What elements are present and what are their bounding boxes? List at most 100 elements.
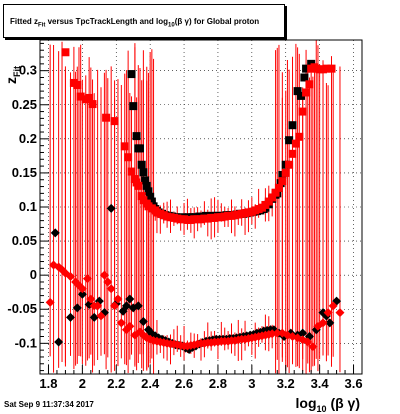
data-point-diamond [77,289,87,299]
data-point-square [141,176,150,185]
data-point-square [110,117,119,126]
data-point-square [274,183,283,192]
data-point-square [288,121,297,130]
x-tick-label: 2.2 [107,376,125,391]
data-point-square [288,149,297,158]
data-point-square [120,142,129,151]
data-point-diamond [106,203,116,213]
data-point-square [268,193,277,202]
data-point-diamond [328,301,338,311]
data-point-diamond [121,301,131,311]
data-point-diamond [72,303,82,313]
data-point-diamond [335,308,345,318]
data-point-square [285,136,294,145]
y-tick-label: 0.3 [19,63,37,78]
data-point-square [102,113,111,122]
chart-title-box: Fitted zFit versus TpcTrackLength and lo… [3,4,285,38]
data-point-square [134,181,143,190]
data-point-diamond [77,284,87,294]
title-part-1: Fitted z [10,17,38,26]
data-point-square [302,88,311,97]
data-point-diamond [66,272,76,282]
x-tick-label: 2.6 [175,376,193,391]
title-sub-1: Fit [38,22,46,29]
y-axis-label: zFit [3,66,22,84]
data-point-diamond [298,328,308,338]
data-point-square [137,160,146,169]
data-point-square [139,168,148,177]
data-point-diamond [303,337,313,347]
title-sub-2: 10 [168,22,175,29]
y-tick-label: 0.05 [12,233,37,248]
y-tick-label: 0.2 [19,131,37,146]
x-tick-label: 2.8 [209,376,227,391]
data-point-diamond [96,311,106,321]
data-point-diamond [138,317,148,327]
y-tick-label: 0 [30,267,37,282]
data-point-square [302,64,311,73]
data-point-diamond [50,228,60,238]
data-point-diamond [125,321,135,331]
data-point-square [124,153,133,162]
y-tick-label: -0.05 [7,301,37,316]
data-point-square [300,73,309,82]
data-point-diamond [125,294,135,304]
x-tick-label: 2.4 [141,376,160,391]
data-point-square [73,80,82,89]
data-point-square [298,107,307,116]
data-point-square [127,70,136,79]
data-point-diamond [99,270,109,280]
data-point-square [85,93,94,102]
x-tick-label: 2 [79,376,86,391]
data-point-square [296,91,305,100]
x-tick-label: 1.8 [39,376,57,391]
data-point-diamond [308,342,318,352]
data-point-diamond [272,328,282,338]
data-point-square [271,188,280,197]
data-point-diamond [318,318,328,328]
data-point-square [281,168,290,177]
data-point-square [135,144,144,153]
data-point-square [132,132,141,141]
x-tick-label: 3.6 [344,376,362,391]
data-point-square [147,197,156,206]
data-point-square [146,192,155,201]
title-part-2: versus TpcTrackLength and log [45,17,169,26]
data-point-square [61,48,70,57]
data-point-square [76,92,85,101]
x-axis-label: log10 (β γ) [296,395,360,414]
y-tick-label: 0.1 [19,199,37,214]
x-tick-label: 3.2 [277,376,295,391]
data-point-square [305,80,314,89]
data-point-square [327,64,336,73]
timestamp-footer: Sat Sep 9 11:37:34 2017 [4,400,94,409]
title-part-3: (β γ) for Global proton [174,17,260,26]
data-point-diamond [93,301,103,311]
data-point-diamond [54,337,64,347]
data-point-diamond [323,308,333,318]
data-point-square [285,160,294,169]
data-point-diamond [82,274,92,284]
data-point-diamond [66,312,76,322]
data-point-diamond [325,318,335,328]
data-point-diamond [110,301,120,311]
y-tick-label: 0.25 [12,97,37,112]
data-point-square [137,192,146,201]
data-point-square [322,64,331,73]
y-tick-label: 0.15 [12,165,37,180]
data-point-square [278,177,287,186]
x-tick-label: 3.4 [311,376,330,391]
data-point-diamond [45,297,55,307]
data-point-square [127,167,136,176]
data-point-square [295,132,304,141]
data-point-diamond [106,284,116,294]
chart-title: Fitted zFit versus TpcTrackLength and lo… [10,17,259,29]
x-tick-label: 3 [248,376,255,391]
y-tick-label: -0.1 [15,335,37,350]
data-point-square [264,197,273,206]
data-point-square [88,100,97,109]
data-point-diamond [133,301,143,311]
data-point-square [291,139,300,148]
data-point-square [293,87,302,96]
